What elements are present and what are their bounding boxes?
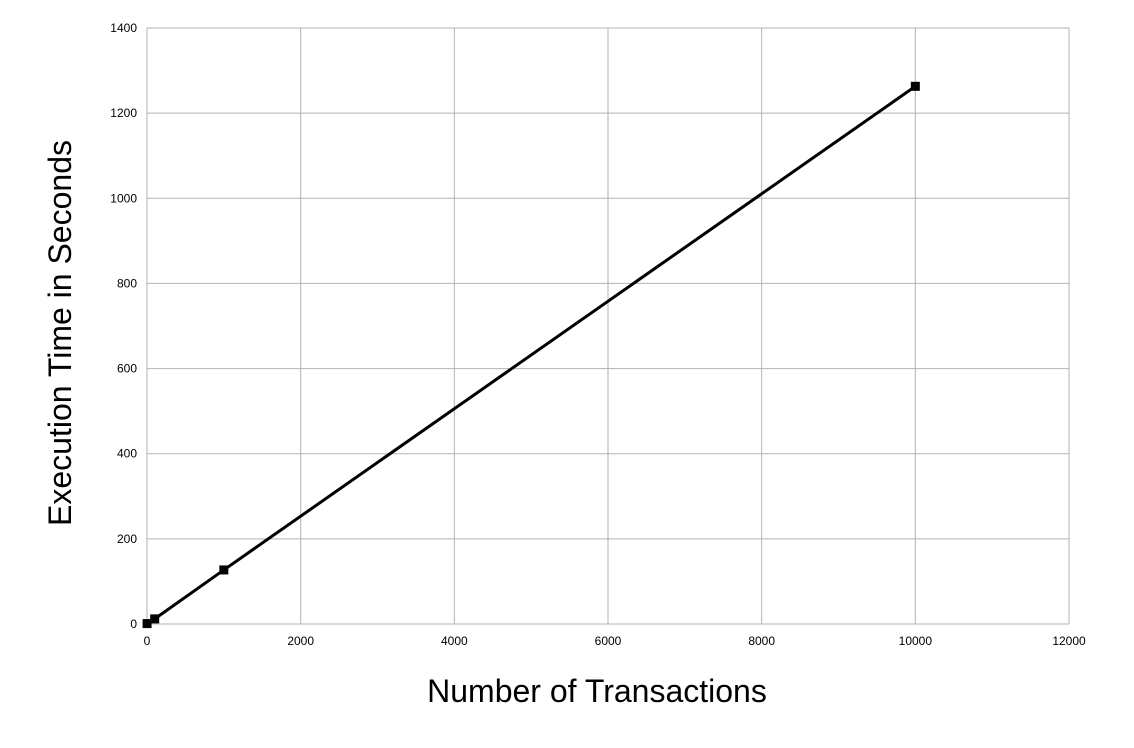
x-tick-label: 8000	[748, 634, 775, 648]
y-tick-label: 0	[130, 617, 137, 631]
data-point-marker	[910, 81, 920, 91]
y-tick-label: 200	[117, 532, 137, 546]
data-point-marker	[219, 565, 229, 575]
x-tick-label: 12000	[1052, 634, 1086, 648]
x-tick-label: 2000	[287, 634, 314, 648]
grid-lines	[146, 27, 1070, 625]
x-tick-label: 6000	[595, 634, 622, 648]
data-point-marker	[150, 614, 160, 624]
y-tick-label: 400	[117, 447, 137, 461]
y-tick-label: 1400	[110, 21, 137, 35]
y-tick-label: 800	[117, 276, 137, 290]
data-series	[142, 81, 920, 629]
data-point-marker	[142, 619, 152, 629]
x-axis-title: Number of Transactions	[427, 673, 767, 709]
tick-labels: 0 2000 4000 6000 8000 10000 12000 0 200 400 600 800…	[110, 21, 1086, 648]
x-tick-label: 10000	[899, 634, 933, 648]
y-tick-label: 1200	[110, 106, 137, 120]
y-tick-label: 600	[117, 362, 137, 376]
y-tick-label: 1000	[110, 191, 137, 205]
x-tick-label: 0	[144, 634, 151, 648]
x-tick-label: 4000	[441, 634, 468, 648]
y-axis-title: Execution Time in Seconds	[42, 140, 78, 526]
